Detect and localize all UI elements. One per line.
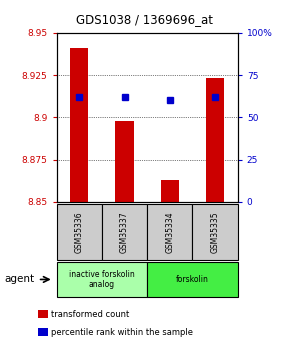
Text: transformed count: transformed count (51, 310, 129, 319)
Text: GSM35336: GSM35336 (75, 211, 84, 253)
Text: agent: agent (4, 275, 35, 284)
Text: GSM35335: GSM35335 (211, 211, 220, 253)
Text: GSM35334: GSM35334 (165, 211, 174, 253)
Bar (206, 78, 224, 202)
Text: GSM35337: GSM35337 (120, 211, 129, 253)
Bar (115, 121, 134, 202)
Text: percentile rank within the sample: percentile rank within the sample (51, 328, 193, 337)
Text: inactive forskolin
analog: inactive forskolin analog (69, 270, 135, 289)
Text: forskolin: forskolin (176, 275, 209, 284)
Bar (161, 180, 179, 202)
Bar (70, 48, 88, 202)
Text: GDS1038 / 1369696_at: GDS1038 / 1369696_at (77, 13, 213, 26)
